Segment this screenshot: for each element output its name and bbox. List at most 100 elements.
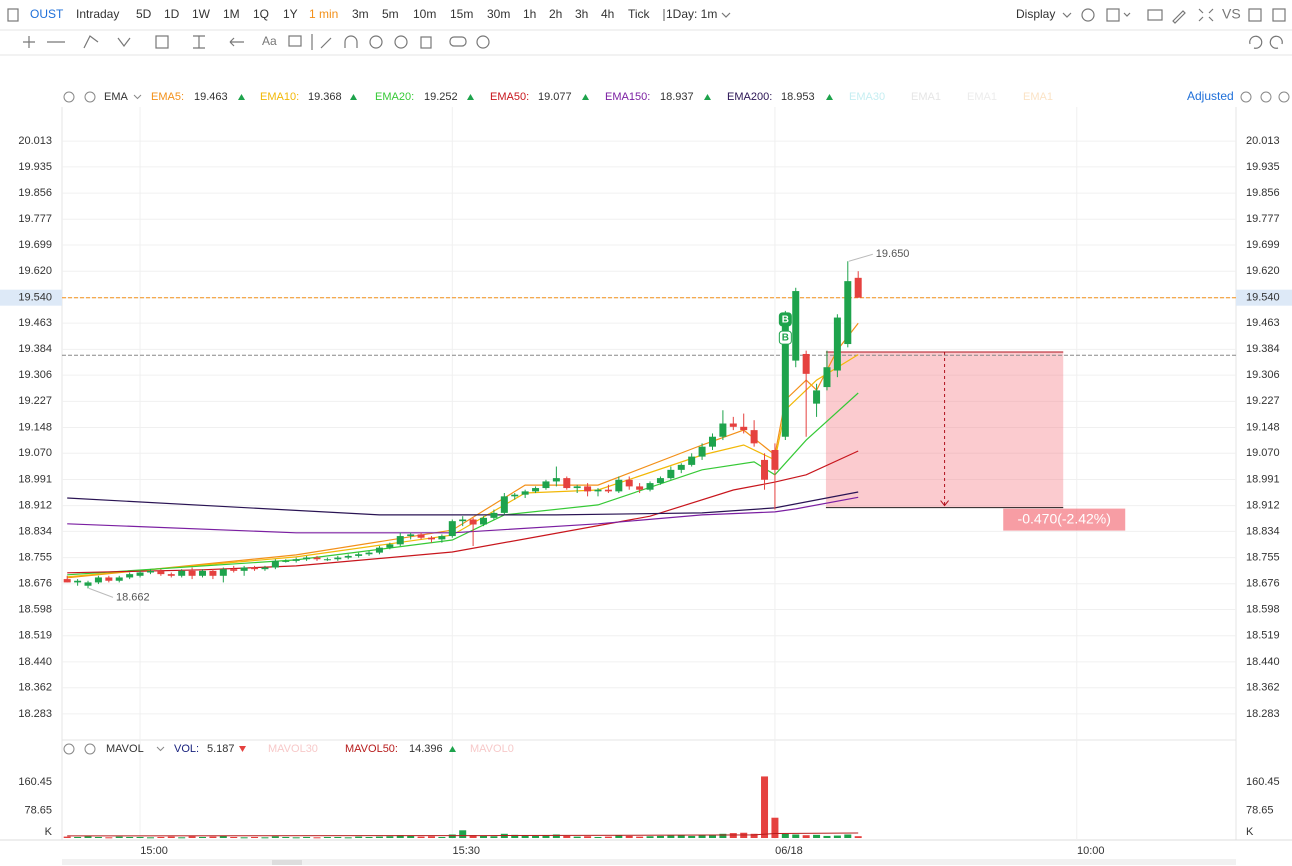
toolbar-icons[interactable] bbox=[7, 8, 1286, 50]
period-button[interactable]: 4h bbox=[601, 7, 614, 21]
last-price-tag bbox=[1236, 289, 1292, 306]
period-button[interactable]: 5D bbox=[136, 7, 152, 21]
arrow-tool[interactable] bbox=[229, 37, 244, 47]
legend-close[interactable] bbox=[84, 91, 96, 103]
volume-bar bbox=[552, 834, 560, 838]
volume-bar bbox=[334, 836, 342, 838]
sidebar-icon[interactable] bbox=[7, 8, 19, 22]
measure-label-box bbox=[1003, 508, 1126, 531]
candle-body bbox=[178, 570, 186, 576]
chevron[interactable] bbox=[1062, 12, 1072, 18]
volume-bar bbox=[136, 836, 144, 838]
trade-label: B bbox=[782, 333, 789, 344]
magnet-tool[interactable] bbox=[344, 35, 358, 48]
candle-body bbox=[303, 557, 311, 560]
drawing-settings[interactable] bbox=[476, 35, 490, 49]
volume-bar bbox=[604, 836, 612, 838]
panel-control[interactable] bbox=[1260, 91, 1272, 103]
range-select[interactable]: 1Day: 1m bbox=[666, 7, 717, 21]
period-button[interactable]: 15m bbox=[450, 7, 473, 21]
candle-body bbox=[386, 544, 394, 548]
candle-body bbox=[729, 423, 737, 427]
period-button[interactable]: 3h bbox=[575, 7, 588, 21]
period-button[interactable]: 30m bbox=[487, 7, 510, 21]
y-tick-label: 19.540 bbox=[18, 292, 52, 304]
fib-tool[interactable] bbox=[155, 35, 169, 49]
legend-label: EMA5: bbox=[151, 91, 184, 103]
volume-bar bbox=[802, 835, 810, 838]
period-button[interactable]: 1M bbox=[223, 7, 240, 21]
candle-body bbox=[813, 390, 821, 404]
adjusted-toggle[interactable]: Adjusted bbox=[1187, 89, 1234, 103]
volume-bar bbox=[459, 830, 467, 838]
candle-body bbox=[240, 567, 248, 571]
period-button[interactable]: Tick bbox=[628, 7, 651, 21]
crosshair-icon[interactable] bbox=[23, 36, 35, 48]
period-button[interactable]: 2h bbox=[549, 7, 562, 21]
legend-settings[interactable] bbox=[63, 91, 75, 103]
period-button[interactable]: 1W bbox=[192, 7, 211, 21]
comment-tool[interactable] bbox=[288, 35, 302, 47]
legend-close[interactable] bbox=[84, 743, 96, 755]
scroll-thumb[interactable] bbox=[272, 860, 302, 865]
period-button[interactable]: Intraday bbox=[76, 7, 119, 21]
period-button[interactable]: 1Q bbox=[253, 7, 269, 21]
panel-control[interactable] bbox=[1278, 91, 1290, 103]
panel-icon[interactable] bbox=[1272, 8, 1286, 22]
volume-bar bbox=[313, 837, 321, 839]
lock-tool[interactable] bbox=[369, 35, 383, 49]
candle-body bbox=[500, 496, 508, 513]
scrollbar bbox=[62, 859, 1236, 865]
volume-bar bbox=[490, 836, 498, 838]
link-tool[interactable] bbox=[449, 36, 467, 47]
layout-icon[interactable] bbox=[1106, 8, 1120, 22]
period-button[interactable]: 1 min bbox=[309, 7, 338, 21]
legend-label: VOL: bbox=[174, 743, 199, 755]
display-menu[interactable]: Display bbox=[1016, 7, 1055, 21]
period-button[interactable]: 3m bbox=[352, 7, 369, 21]
undo[interactable] bbox=[1249, 35, 1263, 49]
trend-tool[interactable] bbox=[83, 35, 99, 49]
legend-value: 19.077 bbox=[538, 91, 572, 103]
period-button[interactable]: 1h bbox=[523, 7, 536, 21]
symbol[interactable]: OUST bbox=[30, 7, 64, 21]
chevron[interactable] bbox=[1123, 12, 1131, 17]
camera-icon[interactable] bbox=[1147, 9, 1163, 21]
candle-body bbox=[844, 281, 852, 345]
pattern-tool[interactable] bbox=[117, 37, 131, 47]
redo[interactable] bbox=[1269, 35, 1283, 49]
candle-body bbox=[833, 317, 841, 371]
candle-body bbox=[230, 569, 238, 571]
volume-bar bbox=[126, 836, 134, 838]
measure-tool[interactable] bbox=[193, 35, 205, 49]
ruler-tool[interactable] bbox=[320, 37, 332, 49]
y-tick-label: 19.227 bbox=[18, 395, 52, 407]
y-tick-label: 160.45 bbox=[1246, 776, 1280, 788]
text-tool[interactable]: Aa bbox=[262, 34, 277, 48]
fullscreen-icon[interactable] bbox=[1198, 8, 1214, 22]
settings-icon[interactable] bbox=[1081, 8, 1095, 22]
indicator-name[interactable]: EMA bbox=[104, 91, 129, 103]
y-tick-label: 18.519 bbox=[18, 630, 52, 642]
volume-bar bbox=[240, 837, 248, 839]
compare-button[interactable]: VS bbox=[1222, 6, 1241, 22]
period-button[interactable]: 1Y bbox=[283, 7, 298, 21]
period-button[interactable]: 5m bbox=[382, 7, 399, 21]
volume-bar bbox=[729, 833, 737, 838]
legend-value: 18.953 bbox=[781, 91, 815, 103]
pen-icon[interactable] bbox=[1172, 10, 1186, 24]
period-button[interactable]: 10m bbox=[413, 7, 436, 21]
panel-control[interactable] bbox=[1240, 91, 1252, 103]
candle-body bbox=[719, 423, 727, 437]
chevron[interactable] bbox=[721, 12, 731, 18]
delete-tool[interactable] bbox=[420, 36, 432, 49]
note-icon[interactable] bbox=[1248, 8, 1262, 22]
candle-body bbox=[115, 577, 123, 581]
hide-tool[interactable] bbox=[394, 35, 408, 49]
y-tick-label: 19.070 bbox=[1246, 447, 1280, 459]
candle-body bbox=[761, 459, 769, 480]
indicator-name[interactable]: MAVOL bbox=[106, 743, 144, 755]
measure-arrowhead bbox=[940, 500, 949, 507]
legend-settings[interactable] bbox=[63, 743, 75, 755]
period-button[interactable]: 1D bbox=[164, 7, 180, 21]
